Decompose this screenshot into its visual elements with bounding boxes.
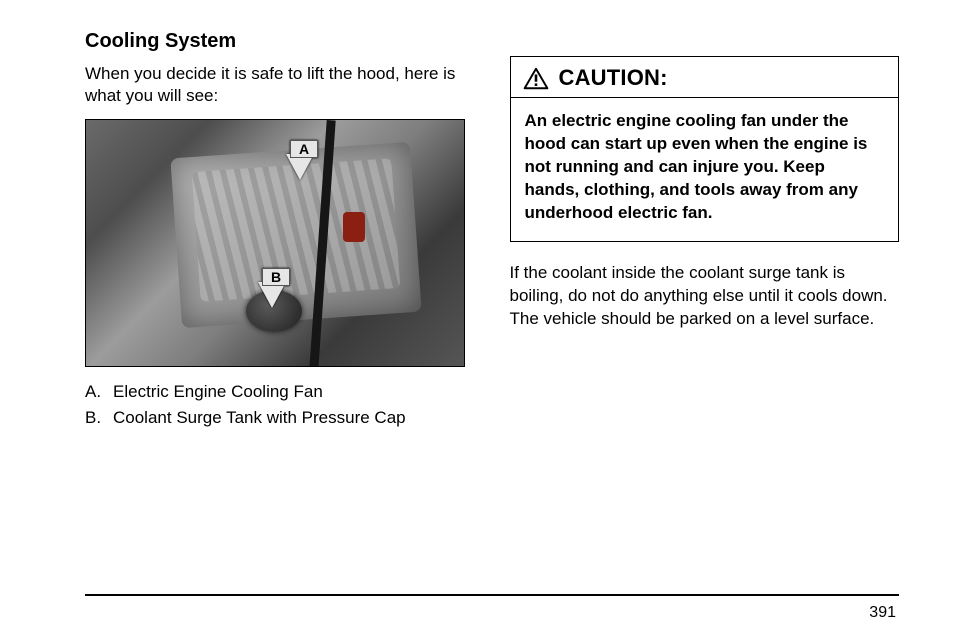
legend-text-b: Coolant Surge Tank with Pressure Cap bbox=[113, 405, 406, 431]
warning-triangle-icon bbox=[523, 67, 549, 90]
caution-title: CAUTION: bbox=[559, 65, 668, 91]
caution-body: An electric engine cooling fan under the… bbox=[510, 97, 900, 242]
callout-arrow-b bbox=[258, 282, 286, 308]
section-title: Cooling System bbox=[85, 30, 475, 53]
right-column: CAUTION: An electric engine cooling fan … bbox=[510, 30, 900, 430]
after-caution-paragraph: If the coolant inside the coolant surge … bbox=[510, 262, 900, 331]
legend-letter-b: B. bbox=[85, 405, 105, 431]
two-column-layout: Cooling System When you decide it is saf… bbox=[85, 30, 899, 430]
legend-text-a: Electric Engine Cooling Fan bbox=[113, 379, 323, 405]
manual-page: Cooling System When you decide it is saf… bbox=[0, 0, 954, 636]
engine-photo bbox=[85, 119, 465, 367]
footer-rule bbox=[85, 594, 899, 596]
legend-item-a: A. Electric Engine Cooling Fan bbox=[85, 379, 475, 405]
figure-legend: A. Electric Engine Cooling Fan B. Coolan… bbox=[85, 379, 475, 430]
legend-item-b: B. Coolant Surge Tank with Pressure Cap bbox=[85, 405, 475, 431]
intro-paragraph: When you decide it is safe to lift the h… bbox=[85, 63, 475, 107]
callout-arrow-a bbox=[286, 154, 314, 180]
legend-letter-a: A. bbox=[85, 379, 105, 405]
page-number: 391 bbox=[869, 604, 896, 622]
red-cap-shape bbox=[343, 212, 365, 242]
caution-header: CAUTION: bbox=[510, 56, 900, 97]
left-column: Cooling System When you decide it is saf… bbox=[85, 30, 475, 430]
